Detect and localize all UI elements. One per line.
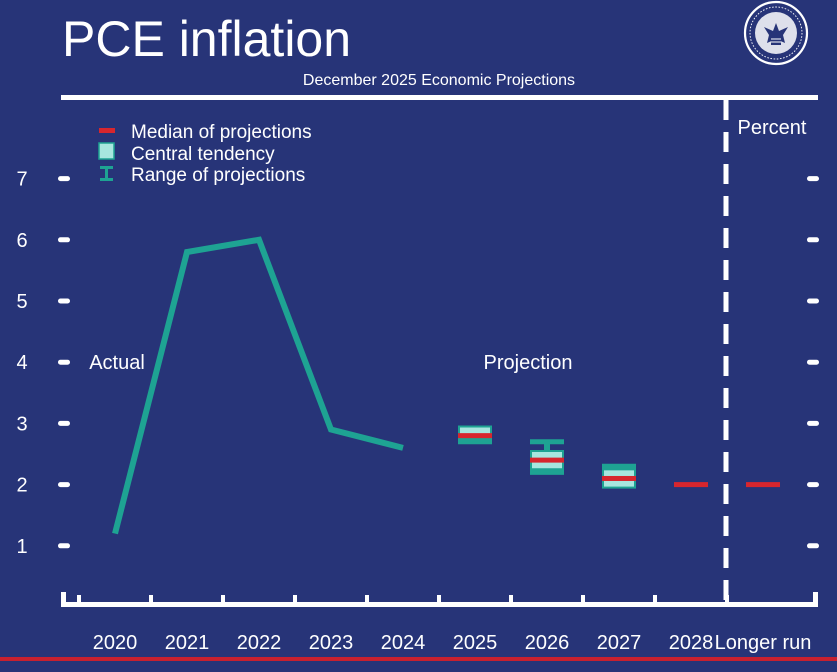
legend-tendency-label: Central tendency [131,144,275,165]
x-tick-8 [653,595,657,607]
range-cap-low-2025 [458,439,492,445]
y-tick-label-7: 7 [16,169,27,191]
top-rule [61,95,818,100]
y-tick-label-1: 1 [16,536,27,558]
median-mark-longer-run [746,482,780,488]
y-tick-right-2 [807,482,819,488]
legend-range-label: Range of projections [131,165,305,186]
y-tick-right-7 [807,176,819,182]
legend-range-marker [100,166,113,181]
x-tick-label-7: 2027 [597,632,642,654]
x-tick-label-4: 2024 [381,632,426,654]
x-tick-1 [149,595,153,607]
x-tick-4 [365,595,369,607]
x-tick-0 [77,595,81,607]
legend-median-marker [99,128,115,133]
x-tick-7 [581,595,585,607]
y-tick-left-3 [58,420,70,426]
x-tick-label-8: 2028 [669,632,714,654]
y-axis-labels: 1 2 3 4 5 6 7 [16,169,27,558]
y-tick-right-5 [807,298,819,304]
x-tick-end [813,592,818,607]
x-tick-label-3: 2023 [309,632,354,654]
x-tick-label-2: 2022 [237,632,282,654]
y-tick-left-5 [58,298,70,304]
y-tick-left-6 [58,237,70,243]
x-axis-labels: 2020 2021 2022 2023 2024 2025 2026 2027 2028 Long… [93,632,812,654]
annotation-actual: Actual [89,352,145,374]
x-tick-5 [437,595,441,607]
legend-median-label: Median of projections [131,122,312,143]
x-tick-label-5: 2025 [453,632,498,654]
x-tick-label-9: Longer run [715,632,812,654]
x-tick-3 [293,595,297,607]
median-mark-2025 [458,433,492,439]
actual-series [112,236,404,535]
bottom-rule [0,657,837,661]
y-tick-left-1 [58,543,70,549]
y-tick-right-3 [807,420,819,426]
median-mark-2026 [530,457,564,463]
y-tick-right-1 [807,543,819,549]
legend: Median of projections Central tendency R… [98,122,312,186]
federal-reserve-seal-icon [743,0,809,66]
y-tick-label-3: 3 [16,413,27,435]
y-tick-label-5: 5 [16,291,27,313]
y-tick-left-2 [58,482,70,488]
y-tick-right-6 [807,237,819,243]
y-tick-label-4: 4 [16,352,27,374]
x-tick-2 [221,595,225,607]
y-tick-left-4 [58,359,70,365]
x-ticks [61,592,818,607]
chart-subtitle: December 2025 Economic Projections [303,72,575,89]
actual-line [112,236,404,535]
y-tick-right-4 [807,359,819,365]
projection-marks [458,425,780,489]
y-tick-label-6: 6 [16,230,27,252]
x-tick-9 [725,595,729,607]
y-ticks-right [807,176,819,549]
x-tick-start [61,592,66,607]
x-tick-label-1: 2021 [165,632,210,654]
median-mark-2027 [602,475,636,481]
x-tick-label-6: 2026 [525,632,570,654]
x-tick-6 [509,595,513,607]
annotation-projection: Projection [484,352,573,374]
unit-label: Percent [738,117,807,139]
legend-tendency-marker [98,142,115,160]
y-ticks-left [58,176,70,549]
median-mark-2028 [674,482,708,488]
x-tick-label-0: 2020 [93,632,138,654]
y-tick-left-7 [58,176,70,182]
y-tick-label-2: 2 [16,475,27,497]
chart-title: PCE inflation [62,11,351,67]
